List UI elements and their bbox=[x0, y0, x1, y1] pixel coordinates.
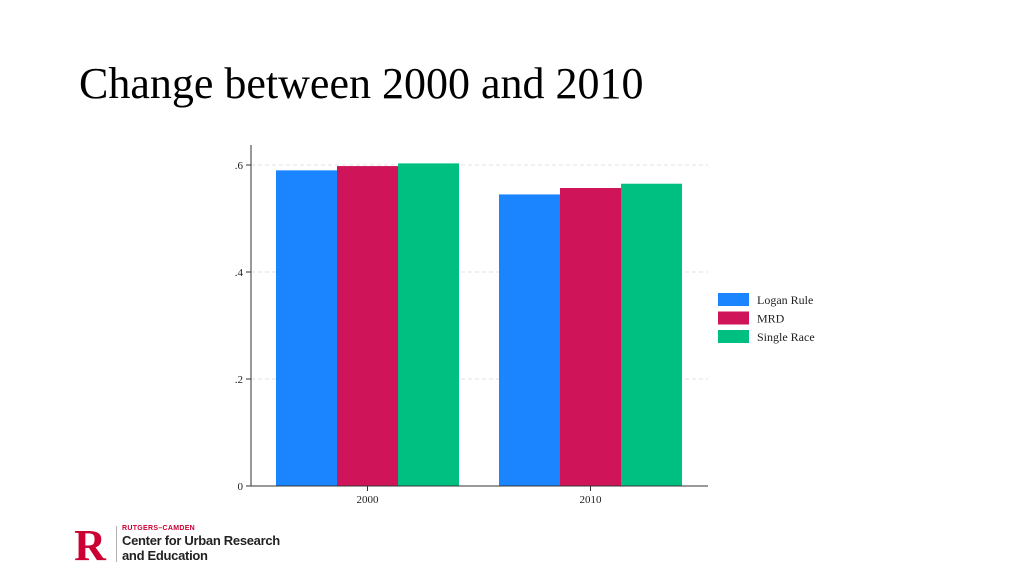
logo-divider bbox=[116, 526, 117, 562]
y-tick-label-0: 0 bbox=[238, 481, 244, 493]
x-tick-label-2010: 2010 bbox=[580, 494, 603, 506]
logo-line-education: and Education bbox=[122, 548, 208, 563]
logo-line-center: Center for Urban Research bbox=[122, 533, 280, 548]
slide-title: Change between 2000 and 2010 bbox=[79, 59, 644, 108]
x-tick-label-2000: 2000 bbox=[357, 494, 380, 506]
bar-2010-mrd bbox=[560, 188, 621, 486]
logo-line-rutgers-camden: RUTGERS–CAMDEN bbox=[122, 525, 196, 532]
svg-text:R: R bbox=[74, 524, 107, 564]
y-tick-label-2: .4 bbox=[235, 267, 244, 279]
bar-2000-single-race bbox=[398, 163, 459, 486]
legend-swatch-logan-rule bbox=[718, 293, 749, 306]
bar-2010-logan-rule bbox=[499, 194, 560, 487]
rutgers-r-logo-icon: R bbox=[74, 524, 107, 564]
logo-text: RUTGERS–CAMDEN Center for Urban Research… bbox=[122, 524, 280, 563]
bar-2000-logan-rule bbox=[276, 170, 337, 486]
legend-swatch-mrd bbox=[718, 311, 749, 325]
legend-swatch-single-race bbox=[718, 330, 749, 343]
legend-label-mrd: MRD bbox=[757, 312, 785, 326]
y-tick-label-3: .6 bbox=[235, 160, 244, 172]
legend-label-logan-rule: Logan Rule bbox=[757, 293, 813, 307]
legend-label-single-race: Single Race bbox=[757, 330, 815, 344]
bar-2000-mrd bbox=[337, 166, 398, 486]
bar-2010-single-race bbox=[621, 183, 682, 486]
y-tick-label-1: .2 bbox=[235, 374, 243, 386]
